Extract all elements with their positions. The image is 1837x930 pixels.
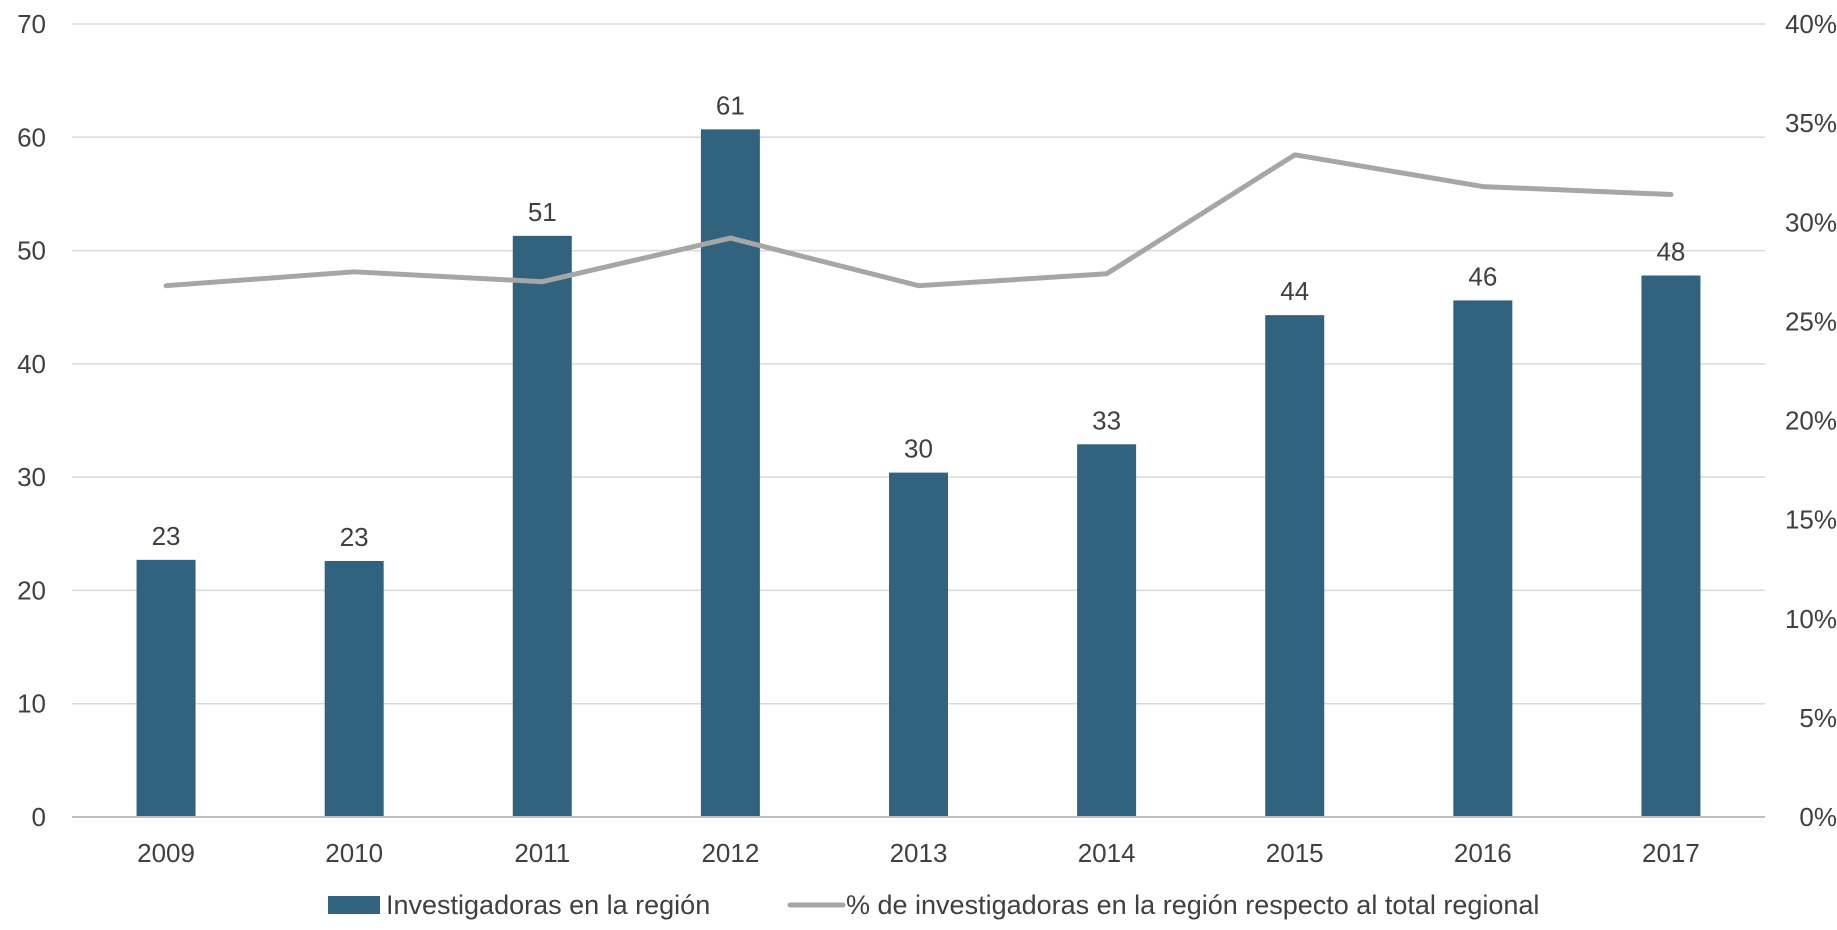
- bar: [1641, 275, 1701, 818]
- bar-data-label: 61: [716, 90, 745, 120]
- x-tick-label: 2015: [1266, 838, 1324, 868]
- x-tick-label: 2017: [1642, 838, 1700, 868]
- bar: [889, 472, 948, 817]
- y-left-tick-label: 60: [17, 122, 46, 152]
- bar-data-label: 23: [340, 522, 369, 552]
- y-right-tick-label: 0%: [1799, 802, 1837, 832]
- y-right-tick-label: 15%: [1785, 505, 1837, 535]
- x-tick-label: 2009: [137, 838, 195, 868]
- line-series: [163, 152, 1674, 289]
- data-labels: 23 23 51 61 30 33 44 46 48: [152, 90, 1686, 552]
- bar-data-label: 23: [152, 521, 181, 551]
- bar: [324, 560, 384, 817]
- bar-data-label: 44: [1280, 276, 1309, 306]
- x-tick-label: 2016: [1454, 838, 1512, 868]
- y-right-tick-label: 10%: [1785, 604, 1837, 634]
- bar-data-label: 48: [1656, 236, 1685, 266]
- bar: [1265, 315, 1325, 817]
- legend-swatch-bar: [328, 896, 380, 914]
- y-left-tick-label: 40: [17, 349, 46, 379]
- bar: [700, 129, 760, 817]
- bar: [1453, 300, 1513, 818]
- bar-series: [136, 129, 1701, 818]
- y-right-tick-label: 30%: [1785, 207, 1837, 237]
- bar-data-label: 46: [1468, 261, 1497, 291]
- y-left-tick-label: 50: [17, 236, 46, 266]
- y-right-tick-label: 25%: [1785, 306, 1837, 336]
- legend-label-bar: Investigadoras en la región: [386, 890, 710, 920]
- y-axis-left: 0 10 20 30 40 50 60 70: [17, 9, 46, 832]
- bar-data-label: 30: [904, 434, 933, 464]
- x-tick-label: 2013: [890, 838, 948, 868]
- x-tick-label: 2012: [701, 838, 759, 868]
- bar-data-label: 51: [528, 197, 557, 227]
- y-left-tick-label: 70: [17, 9, 46, 39]
- y-left-tick-label: 10: [17, 689, 46, 719]
- bar-data-label: 33: [1092, 405, 1121, 435]
- y-right-tick-label: 40%: [1785, 9, 1837, 39]
- legend: Investigadoras en la región % de investig…: [328, 890, 1539, 920]
- x-tick-label: 2011: [514, 838, 570, 868]
- y-left-tick-label: 30: [17, 462, 46, 492]
- y-left-tick-label: 20: [17, 575, 46, 605]
- bar: [136, 559, 196, 817]
- x-tick-label: 2010: [325, 838, 383, 868]
- legend-label-line: % de investigadoras en la región respect…: [846, 890, 1539, 920]
- y-left-tick-label: 0: [32, 802, 46, 832]
- bar: [1077, 444, 1137, 817]
- bar: [512, 235, 572, 817]
- y-axis-right: 0% 5% 10% 15% 20% 25% 30% 35% 40%: [1785, 9, 1837, 832]
- x-axis: 2009 2010 2011 2012 2013 2014 2015 2016 2017: [72, 816, 1765, 868]
- y-right-tick-label: 35%: [1785, 108, 1837, 138]
- y-right-tick-label: 20%: [1785, 406, 1837, 436]
- y-right-tick-label: 5%: [1799, 703, 1837, 733]
- x-tick-label: 2014: [1078, 838, 1136, 868]
- line-path: [163, 152, 1674, 289]
